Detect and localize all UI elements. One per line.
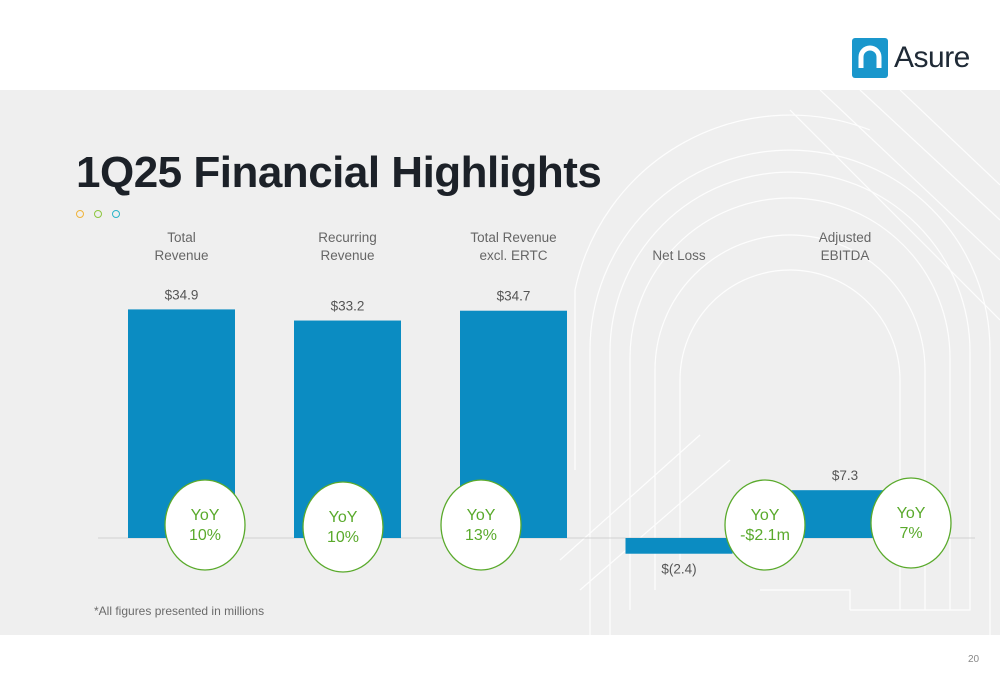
yoy-annotation-bubble xyxy=(164,479,246,571)
yoy-annotation-text: YoY xyxy=(329,509,358,526)
yoy-annotation-text: 13% xyxy=(465,527,497,544)
yoy-annotation-text: 10% xyxy=(327,529,359,546)
category-label: Adjusted EBITDA xyxy=(819,230,872,263)
category-label: Total Revenue excl. ERTC xyxy=(470,230,556,263)
category-label: Total Revenue xyxy=(154,230,208,263)
decorative-background-arcs xyxy=(559,90,1000,635)
asure-logo-mark xyxy=(852,38,888,78)
category-label: Recurring Revenue xyxy=(318,230,377,263)
yoy-annotation-bubble xyxy=(724,479,806,571)
value-label: $7.3 xyxy=(832,468,858,483)
yoy-annotation-bubble xyxy=(302,481,384,573)
value-label: $34.9 xyxy=(165,287,199,302)
dot-orange xyxy=(76,210,84,218)
yoy-annotation-bubble xyxy=(870,477,952,569)
yoy-annotation-text: YoY xyxy=(751,507,780,524)
value-label: $(2.4) xyxy=(661,562,696,577)
value-label: $33.2 xyxy=(331,299,365,314)
value-label: $34.7 xyxy=(497,289,531,304)
yoy-annotation-text: -$2.1m xyxy=(740,527,790,544)
dot-green xyxy=(94,210,102,218)
yoy-annotation-bubble xyxy=(440,479,522,571)
dot-teal xyxy=(112,210,120,218)
yoy-annotation-text: YoY xyxy=(467,507,496,524)
category-label: Net Loss xyxy=(652,248,706,263)
decorative-dots xyxy=(76,210,120,218)
page-title: 1Q25 Financial Highlights xyxy=(76,148,602,197)
yoy-annotation-text: 10% xyxy=(189,527,221,544)
yoy-annotation-text: 7% xyxy=(899,525,922,542)
yoy-annotation-text: YoY xyxy=(191,507,220,524)
logo-wordmark: Asure xyxy=(894,41,970,74)
yoy-annotation-text: YoY xyxy=(897,505,926,522)
page-number: 20 xyxy=(968,654,980,665)
footnote: *All figures presented in millions xyxy=(94,604,265,618)
bar xyxy=(625,538,733,554)
asure-logo: Asure xyxy=(852,38,970,78)
